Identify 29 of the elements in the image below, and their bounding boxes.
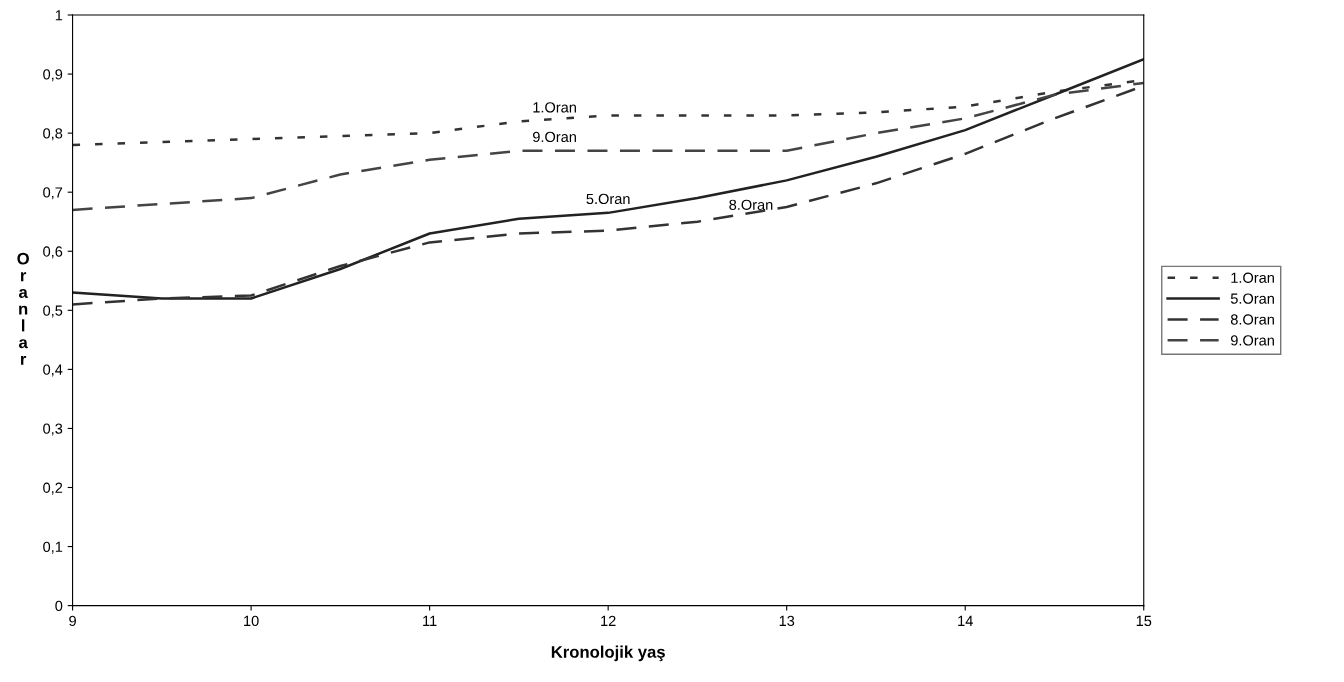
legend-label: 9.Oran	[1230, 335, 1274, 346]
y-tick-label: 0,3	[43, 423, 63, 436]
annotation: 8.Oran	[729, 199, 773, 210]
y-tick-label: 0,8	[43, 128, 63, 141]
x-tick-label: 11	[423, 615, 437, 626]
y-tick-label: 0,5	[43, 305, 63, 318]
x-tick-label: 15	[1136, 615, 1152, 627]
annotation: 9.Oran	[533, 131, 576, 143]
annotation: 1.Oran	[533, 102, 576, 113]
y-tick-label: 1	[55, 10, 63, 21]
legend-label: 1.Oran	[1231, 272, 1274, 283]
x-axis-title: Kronolojik yaş	[551, 645, 665, 662]
y-axis-title: Oranlar	[17, 252, 29, 365]
y-tick-label: 0,4	[43, 364, 63, 377]
annotation: 5.Oran	[586, 193, 630, 205]
line-series	[72, 81, 1144, 212]
y-tick-label: 0,2	[43, 482, 63, 495]
x-tick-label: 9	[69, 615, 76, 627]
x-tick-label: 10	[244, 615, 259, 627]
x-tick-label: 13	[779, 615, 795, 627]
y-tick-label: 0,6	[43, 246, 63, 259]
legend-label: 5.Oran	[1230, 293, 1274, 304]
y-tick-label: 0	[55, 600, 63, 612]
y-tick-label: 0,7	[43, 187, 63, 200]
x-tick-label: 12	[601, 615, 616, 626]
x-tick-label: 14	[958, 615, 973, 626]
y-tick-label: 0,9	[43, 69, 63, 82]
legend-label: 8.Oran	[1230, 314, 1274, 325]
y-tick-label: 0,1	[43, 541, 63, 554]
